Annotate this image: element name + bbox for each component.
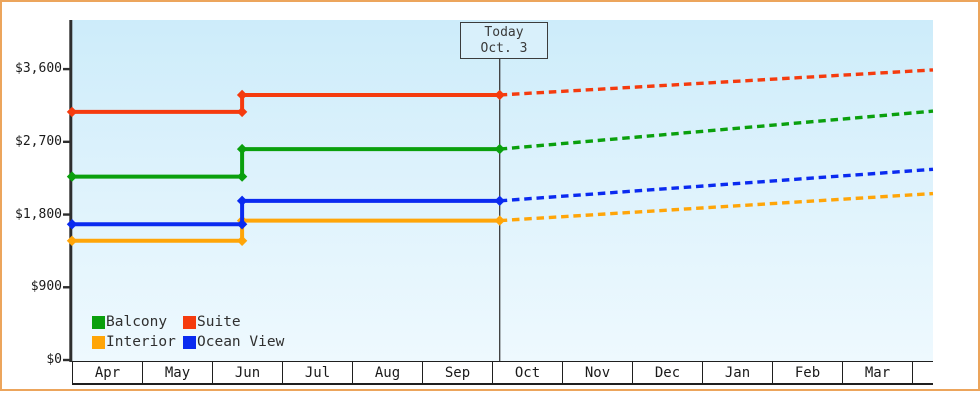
today-label-line1: Today — [484, 24, 524, 40]
month-cell: Apr — [73, 362, 143, 383]
month-cell: Jun — [213, 362, 283, 383]
y-axis-tick-label: $3,600 — [15, 61, 62, 77]
x-axis-month-row: Apr May Jun Jul Aug Sep Oct Nov Dec Jan Feb Mar — [72, 361, 933, 385]
legend-item: Interior — [92, 334, 176, 350]
month-cell: May — [143, 362, 213, 383]
legend-swatch-icon — [183, 315, 196, 329]
legend-swatch-icon — [92, 315, 105, 329]
month-cell: Jul — [283, 362, 353, 383]
legend-item: Balcony — [92, 314, 167, 330]
legend-label: Suite — [197, 314, 241, 330]
today-label-line2: Oct. 3 — [480, 40, 528, 56]
legend-label: Ocean View — [197, 334, 285, 350]
today-label-box: Today Oct. 3 — [460, 22, 548, 59]
month-cell: Oct — [493, 362, 563, 383]
month-cell: Jan — [703, 362, 773, 383]
y-axis-labels: $0 $900 $1,800 $2,700 $3,600 — [0, 0, 62, 400]
month-cell-stub — [913, 362, 933, 383]
legend-item: Suite — [183, 314, 241, 330]
month-cell: Feb — [773, 362, 843, 383]
month-cell: Nov — [563, 362, 633, 383]
legend-swatch-icon — [183, 335, 196, 349]
legend-label: Interior — [106, 334, 176, 350]
legend-swatch-icon — [92, 335, 105, 349]
legend-item: Ocean View — [183, 334, 284, 350]
month-cell: Aug — [353, 362, 423, 383]
y-axis-tick-label: $1,800 — [15, 206, 62, 222]
y-axis-tick-label: $900 — [30, 279, 62, 295]
legend-label: Balcony — [106, 314, 168, 330]
month-cell: Sep — [423, 362, 493, 383]
month-cell: Dec — [633, 362, 703, 383]
y-axis-tick-label: $0 — [46, 352, 62, 367]
month-cell: Mar — [843, 362, 913, 383]
plot-area — [72, 20, 933, 361]
y-axis-tick-label: $2,700 — [15, 133, 62, 149]
